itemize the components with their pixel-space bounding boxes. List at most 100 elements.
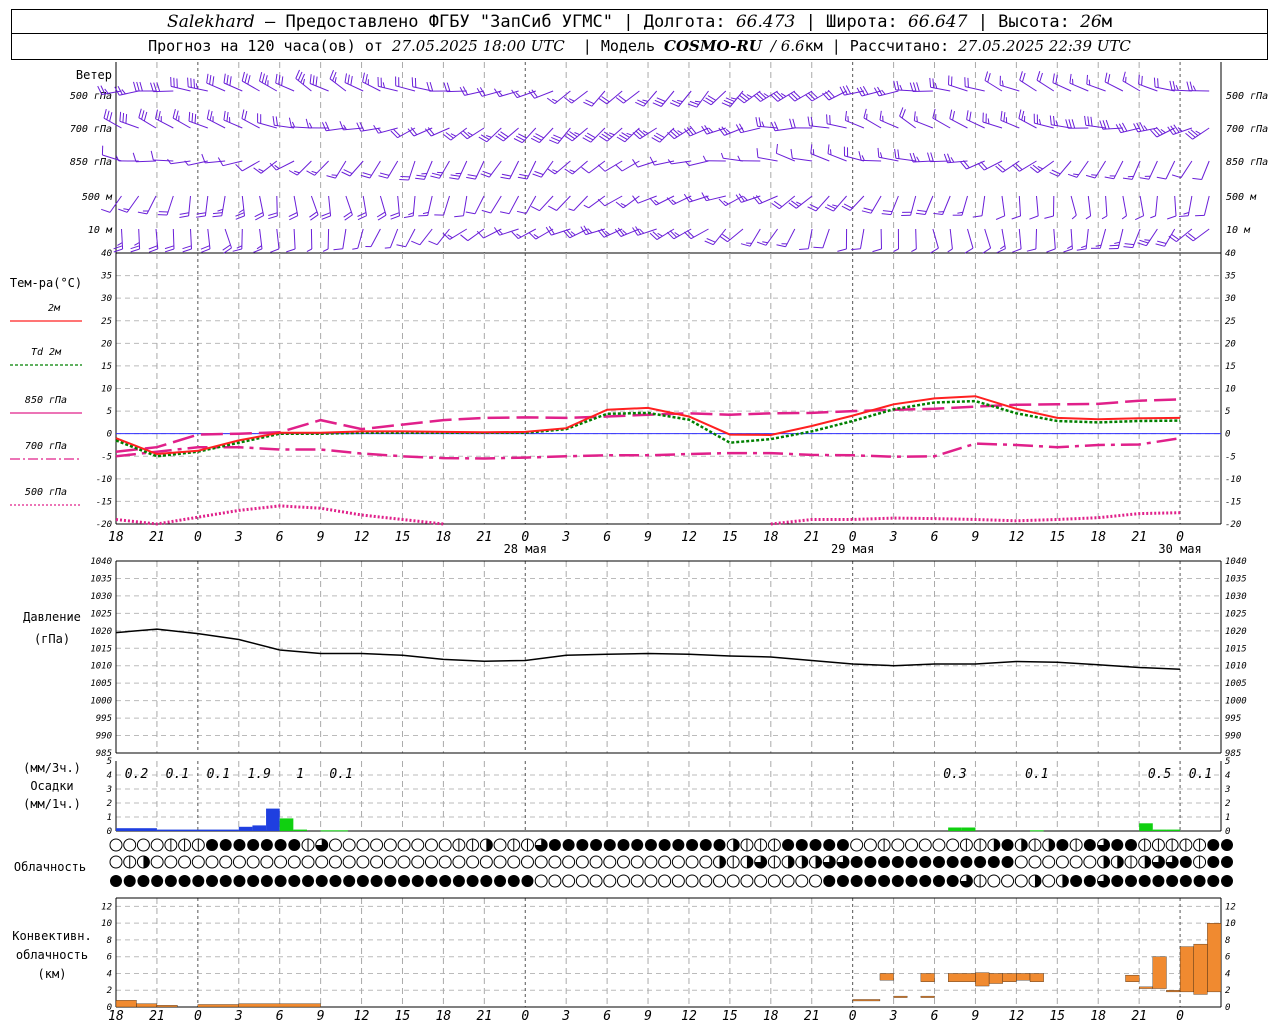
wind-barb-feather <box>325 121 330 131</box>
wind-barb-feather <box>666 231 675 240</box>
wind-barb-feather <box>1169 80 1173 91</box>
wind-barb-feather <box>1021 110 1025 121</box>
wind-barb <box>1001 228 1006 249</box>
cloud-symbol <box>479 855 493 869</box>
wind-barb <box>389 228 399 248</box>
temp-xtick: 21 <box>477 530 493 545</box>
wind-barb-feather <box>460 234 469 242</box>
wind-barb-feather <box>949 109 953 119</box>
wind-barb <box>845 119 865 129</box>
convective-xtick: 15 <box>1049 1009 1065 1024</box>
convective-bar <box>893 995 908 998</box>
wind-barb-feather <box>450 174 460 177</box>
pressure-ytick-right: 1030 <box>1225 592 1247 602</box>
wind-barb-feather <box>443 134 452 141</box>
cloud-symbol-full <box>439 875 452 887</box>
wind-barb-feather <box>601 96 610 103</box>
wind-barb-feather <box>97 85 103 95</box>
wind-barb-feather <box>642 99 649 102</box>
cloud-symbol <box>342 838 356 852</box>
wind-barb <box>446 90 467 93</box>
precip-unit-1h: (мм/1ч.) <box>23 797 81 811</box>
cloud-symbol <box>288 875 301 887</box>
cloud-symbol-ring <box>397 855 411 869</box>
wind-barb <box>1192 228 1210 242</box>
wind-barb-feather <box>770 122 776 131</box>
wind-barb-feather <box>827 89 835 98</box>
wind-barb-feather <box>1084 115 1087 126</box>
wind-barb-feather <box>443 82 448 92</box>
wind-barb-feather <box>360 174 371 179</box>
wind-barb <box>655 195 675 206</box>
wind-barb-feather <box>545 226 552 236</box>
wind-barb <box>590 127 606 143</box>
wind-barbs <box>97 69 1210 254</box>
temp-ytick-left: -10 <box>96 475 112 485</box>
cloud-symbol-three-quarter <box>1097 875 1110 888</box>
cloud-symbol-full <box>1083 875 1096 887</box>
wind-barb-feather <box>603 131 613 138</box>
pressure-ytick-right: 1015 <box>1225 644 1247 654</box>
cloud-symbol-full <box>494 875 507 887</box>
wind-barb <box>606 90 623 105</box>
wind-barb-feather <box>235 212 245 217</box>
cloud-symbol <box>562 839 575 851</box>
cloud-symbol-ring <box>946 838 960 852</box>
wind-barb-feather <box>132 152 137 162</box>
wind-barb-feather <box>1104 176 1114 180</box>
wind-barb-feather <box>796 201 802 205</box>
wind-barb-feather <box>1029 166 1038 174</box>
temp-ytick-left: 10 <box>101 385 112 395</box>
wind-barb-feather <box>467 174 477 177</box>
wind-barb-feather <box>182 248 192 253</box>
wind-barb-feather <box>859 86 866 96</box>
cloud-symbol <box>1069 838 1083 852</box>
wind-barb-feather <box>1122 177 1133 180</box>
wind-barb-feather <box>235 163 243 172</box>
wind-barb-feather <box>1122 71 1126 82</box>
wind-barb-feather <box>916 116 918 122</box>
wind-barb-feather <box>119 111 122 122</box>
wind-barb <box>222 160 243 167</box>
cloud-symbol <box>946 838 960 852</box>
wind-barb <box>809 125 830 129</box>
cloud-symbol-full <box>836 875 849 887</box>
cloud-symbol-ring <box>589 855 603 869</box>
cloud-symbol-ring <box>370 855 384 869</box>
temp-xtick: 21 <box>149 530 165 545</box>
cloud-symbol <box>932 838 946 852</box>
calc-label: | Рассчитано: <box>831 37 950 55</box>
cloud-symbol-ring <box>328 855 342 869</box>
cloud-symbol <box>795 874 809 888</box>
cloud-symbol <box>1083 839 1096 851</box>
cloud-symbol <box>616 855 630 869</box>
convective-bar <box>1179 946 1194 993</box>
wind-barb <box>930 86 951 92</box>
cloud-symbol <box>1221 839 1233 851</box>
wind-barb-feather <box>1000 110 1003 121</box>
cloud-symbol <box>644 839 657 851</box>
wind-barb <box>241 228 243 250</box>
wind-barb-feather <box>987 73 991 83</box>
wind-barb <box>643 90 658 107</box>
wind-barb <box>206 82 226 92</box>
wind-barb-feather <box>824 91 832 99</box>
wind-barb <box>1070 195 1077 216</box>
wind-barb-feather <box>652 231 661 239</box>
cloud-symbol <box>164 838 178 852</box>
wind-barb-feather <box>1185 234 1194 242</box>
wind-barb-feather <box>378 175 388 179</box>
wind-barb-feather <box>352 247 358 250</box>
wind-barb-feather <box>466 176 476 180</box>
wind-barb-feather <box>309 211 318 218</box>
wind-barb-feather <box>212 76 215 86</box>
wind-barb <box>1154 86 1175 92</box>
wind-barb-feather <box>553 134 562 140</box>
precip-ytick-left: 4 <box>107 771 112 781</box>
convective-xtick: 18 <box>763 1009 779 1024</box>
wind-barb <box>777 90 796 102</box>
wind-barb-feather <box>424 128 432 137</box>
convective-bar <box>238 1003 321 1008</box>
wind-barb <box>525 195 537 214</box>
